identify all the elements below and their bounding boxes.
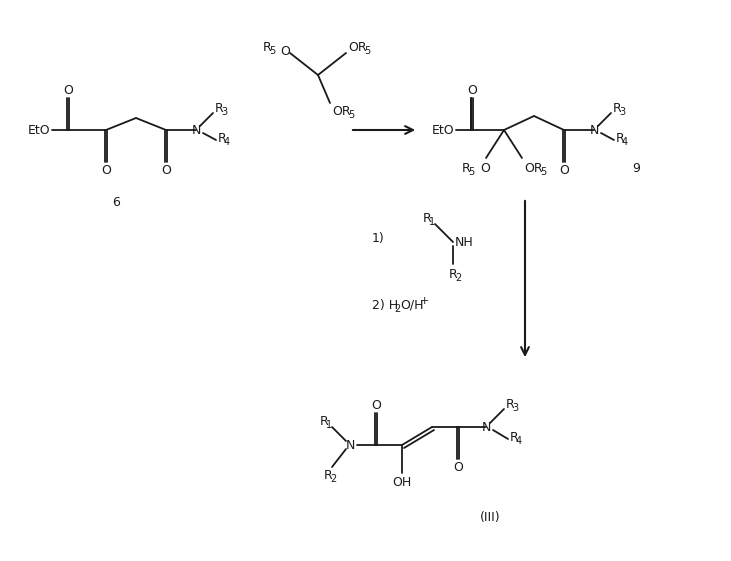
Text: 3: 3 <box>221 107 227 117</box>
Text: 5: 5 <box>468 167 474 177</box>
Text: R: R <box>320 415 329 427</box>
Text: 2: 2 <box>394 304 401 314</box>
Text: R: R <box>324 468 333 481</box>
Text: 6: 6 <box>112 195 120 209</box>
Text: 3: 3 <box>512 403 518 413</box>
Text: +: + <box>420 296 429 306</box>
Text: NH: NH <box>455 236 474 249</box>
Text: N: N <box>481 421 491 434</box>
Text: R: R <box>449 268 458 280</box>
Text: O: O <box>480 162 490 174</box>
Text: EtO: EtO <box>432 123 455 136</box>
Text: 5: 5 <box>540 167 546 177</box>
Text: 2) H: 2) H <box>372 298 398 311</box>
Text: OR: OR <box>524 162 542 174</box>
Text: R: R <box>218 131 227 145</box>
Text: 4: 4 <box>622 137 628 147</box>
Text: R: R <box>263 40 272 53</box>
Text: 4: 4 <box>224 137 230 147</box>
Text: O: O <box>453 461 463 473</box>
Text: O: O <box>559 163 569 177</box>
Text: 2: 2 <box>330 474 336 484</box>
Text: 2: 2 <box>455 273 461 283</box>
Text: O: O <box>467 84 477 96</box>
Text: N: N <box>192 123 201 136</box>
Text: O: O <box>371 398 381 412</box>
Text: EtO: EtO <box>28 123 50 136</box>
Text: 1: 1 <box>326 420 332 430</box>
Text: R: R <box>613 102 622 114</box>
Text: R: R <box>506 398 515 411</box>
Text: O: O <box>280 44 290 57</box>
Text: OR: OR <box>348 40 367 53</box>
Text: O: O <box>101 163 111 177</box>
Text: O: O <box>63 84 73 96</box>
Text: (III): (III) <box>480 511 500 523</box>
Text: R: R <box>215 102 224 114</box>
Text: R: R <box>510 430 519 444</box>
Text: O: O <box>161 163 171 177</box>
Text: OR: OR <box>332 104 351 117</box>
Text: 5: 5 <box>269 46 276 56</box>
Text: R: R <box>423 211 432 224</box>
Text: R: R <box>462 162 471 174</box>
Text: N: N <box>345 439 355 452</box>
Text: OH: OH <box>393 476 412 489</box>
Text: O/H: O/H <box>400 298 423 311</box>
Text: N: N <box>589 123 599 136</box>
Text: 1): 1) <box>372 232 385 245</box>
Text: 4: 4 <box>516 436 522 446</box>
Text: 5: 5 <box>348 110 355 120</box>
Text: R: R <box>616 131 625 145</box>
Text: 1: 1 <box>429 217 435 227</box>
Text: 5: 5 <box>364 46 370 56</box>
Text: 3: 3 <box>619 107 625 117</box>
Text: 9: 9 <box>632 162 640 174</box>
